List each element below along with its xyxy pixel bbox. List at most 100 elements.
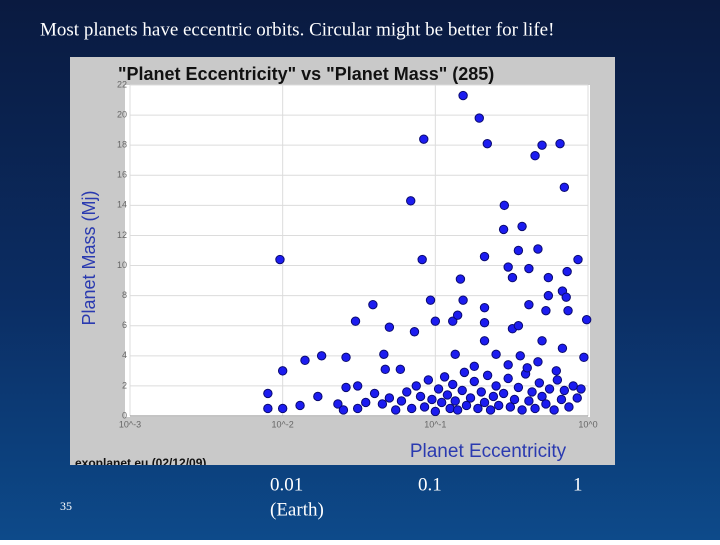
y-tick-label: 4 [122,350,127,360]
point [458,295,468,305]
point [448,379,458,390]
point [544,384,555,394]
point [507,272,518,283]
point [479,251,490,262]
point [498,224,509,235]
point [409,327,420,337]
x-tick-label: 10^-3 [119,419,141,429]
point [473,403,483,414]
note: 1 [573,474,583,495]
y-tick-label: 0 [122,410,127,420]
point [445,403,455,414]
point [417,254,427,265]
point [515,351,525,361]
x-tick-label: 10^-2 [272,419,294,429]
point [352,403,363,414]
point [474,113,484,123]
point [562,266,572,277]
point [503,373,513,384]
note: 0.01 [270,474,303,495]
point [469,376,480,387]
point [524,263,534,274]
y-tick-label: 22 [117,79,127,89]
point [430,316,441,326]
point [384,393,395,403]
slide-heading: Most planets have eccentric orbits. Circ… [40,19,554,40]
point [442,390,453,400]
point [448,316,458,326]
point [568,381,578,391]
point [427,394,437,405]
point [369,388,380,399]
point [379,349,389,360]
point [530,151,540,161]
point [543,272,554,283]
point [479,318,490,328]
point [316,351,327,361]
chart-panel: 0 2 4 6 8 10 12 14 16 18 20 22 10^-3 10^-2 10^-1 10^0 "… [70,57,615,470]
y-tick-label: 2 [122,380,127,390]
plot: 0 2 4 6 8 10 12 14 16 18 20 22 10^-3 10^-2 10^-1 10^0 [117,79,598,429]
point [396,396,407,406]
x-axis-label: Planet Eccentricity [410,441,567,462]
point [452,310,463,320]
y-tick-label: 20 [117,109,127,119]
point [263,388,273,399]
point [559,182,570,193]
point [341,352,351,363]
point [552,375,563,385]
point [350,316,361,326]
point [450,349,460,360]
point [423,375,434,385]
point [488,391,499,402]
point [419,402,430,412]
point [537,391,547,402]
point [425,295,436,305]
point [549,405,559,415]
point [576,384,586,394]
point [559,385,570,396]
point [505,402,516,412]
point [563,305,573,316]
point [406,196,416,206]
y-tick-label: 12 [117,230,127,240]
point [543,290,554,301]
point [485,405,496,415]
point [557,343,568,353]
point [493,400,504,411]
point [479,336,490,346]
point [533,357,543,367]
point [491,349,501,360]
point [295,400,305,411]
point [300,355,310,366]
y-tick-label: 14 [117,200,127,210]
point [482,138,493,149]
point [513,321,524,331]
point [499,200,510,211]
point [541,399,551,409]
x-tick-label: 10^-1 [424,419,446,429]
point [551,366,562,376]
point [533,244,543,254]
point [503,360,513,370]
point [479,302,490,313]
point [573,254,583,265]
point [581,315,592,325]
point [465,393,476,403]
point [275,254,285,265]
point [517,405,527,415]
point [368,299,378,310]
slide-number: 35 [60,499,72,513]
point [556,394,567,405]
y-axis-label: Planet Mass (Mj) [79,190,99,325]
point [541,305,551,316]
point [579,352,589,363]
point [537,336,547,346]
point [341,382,351,393]
source-note: exoplanet.eu (02/12/09) [75,456,206,470]
point [380,364,390,375]
point [419,134,429,144]
point [333,399,343,409]
point [503,262,513,272]
